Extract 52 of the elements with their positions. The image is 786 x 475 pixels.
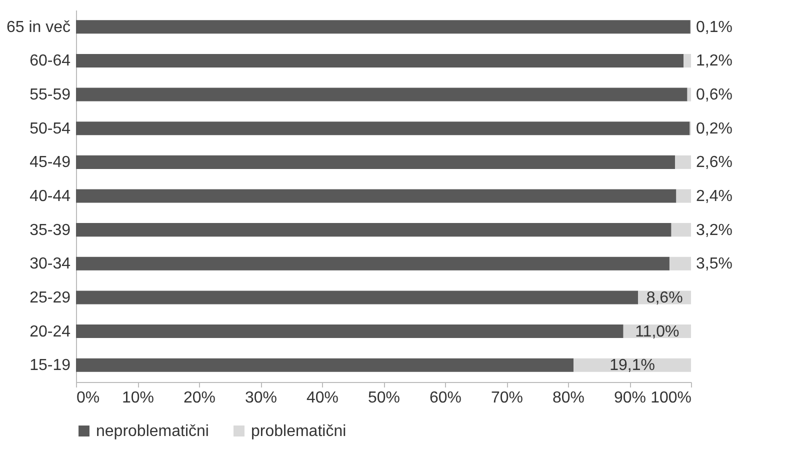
bar: [669, 256, 691, 270]
x-tick-label: 70%: [490, 390, 524, 406]
x-tick-label: 100%: [650, 390, 692, 406]
y-tick-label: 60-64: [30, 52, 71, 70]
x-tick-label: 50%: [368, 390, 400, 406]
data-label: 0,2%: [696, 120, 732, 138]
y-tick-label: 45-49: [30, 154, 71, 172]
x-tick-label: 20%: [183, 390, 216, 406]
y-tick-label: 20-24: [30, 323, 71, 340]
y-tick-label: 15-19: [30, 357, 71, 374]
data-label: 0,6%: [696, 86, 732, 104]
y-tick-label: 50-54: [30, 120, 71, 138]
bar: [76, 155, 676, 169]
x-tick-label: 80%: [552, 390, 585, 406]
bar: [675, 155, 691, 169]
x-tick-label: 40%: [306, 390, 339, 406]
bar: [76, 122, 690, 136]
x-tick-label: 10%: [122, 390, 154, 406]
data-label: 19,1%: [610, 357, 655, 374]
bar: [76, 20, 690, 34]
y-tick-label: 25-29: [30, 289, 71, 306]
data-label: 2,4%: [696, 188, 732, 205]
x-tick-label: 0%: [76, 390, 100, 406]
bar: [76, 189, 676, 203]
data-label: 2,6%: [696, 154, 732, 172]
data-label: 3,2%: [696, 222, 732, 239]
legend-label: problematični: [251, 423, 346, 440]
data-label: 8,6%: [646, 289, 683, 306]
bar: [76, 223, 672, 237]
y-tick-label: 65 in več: [6, 18, 70, 36]
bar: [676, 189, 691, 203]
legend-label: neproblematični: [96, 423, 209, 440]
y-tick-label: 30-34: [30, 256, 71, 273]
y-tick-label: 35-39: [30, 222, 71, 239]
y-tick-label: 40-44: [30, 188, 71, 205]
x-tick-label: 60%: [429, 390, 462, 406]
bar: [76, 290, 638, 304]
bar: [76, 256, 670, 270]
y-tick-label: 55-59: [30, 86, 71, 104]
bar: [76, 358, 574, 372]
bar: [76, 324, 624, 338]
bar: [684, 54, 691, 68]
bar: [76, 88, 688, 102]
bar: [687, 88, 691, 102]
data-label: 11,0%: [635, 323, 680, 340]
data-label: 1,2%: [696, 52, 732, 70]
data-label: 0,1%: [696, 18, 732, 36]
bar: [76, 54, 684, 68]
data-label: 3,5%: [696, 256, 732, 273]
bar: [671, 223, 691, 237]
x-tick-label: 30%: [244, 390, 278, 406]
x-tick-label: 90%: [614, 390, 646, 406]
